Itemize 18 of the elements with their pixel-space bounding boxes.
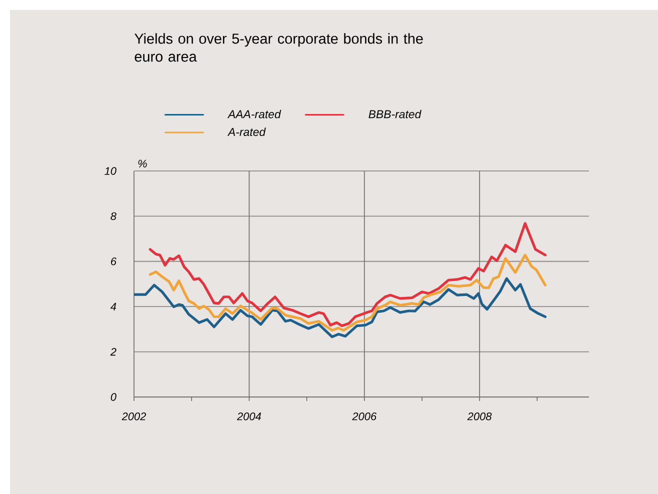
chart-title: Yields on over 5-year corporate bonds in the euro area	[134, 33, 423, 62]
line-series	[134, 277, 547, 338]
legend-label: A-rated	[227, 128, 266, 136]
x-tick-label: 2004	[236, 412, 261, 420]
y-tick-label: 4	[110, 302, 116, 310]
y-tick-label: 0	[110, 393, 116, 401]
y-axis-title: %	[138, 160, 147, 168]
legend-label: AAA-rated	[227, 110, 282, 118]
x-tick-label: 2006	[352, 412, 377, 420]
x-tick-label: 2002	[122, 412, 146, 420]
y-tick-label: 8	[110, 212, 116, 220]
y-tick-label: 6	[111, 258, 116, 266]
line-series	[148, 222, 547, 328]
line-series	[148, 254, 547, 332]
y-tick-label: 2	[110, 348, 116, 356]
y-tick-label: 10	[104, 167, 116, 175]
x-tick-label: 2008	[467, 412, 492, 420]
legend-label: BBB-rated	[368, 110, 422, 118]
